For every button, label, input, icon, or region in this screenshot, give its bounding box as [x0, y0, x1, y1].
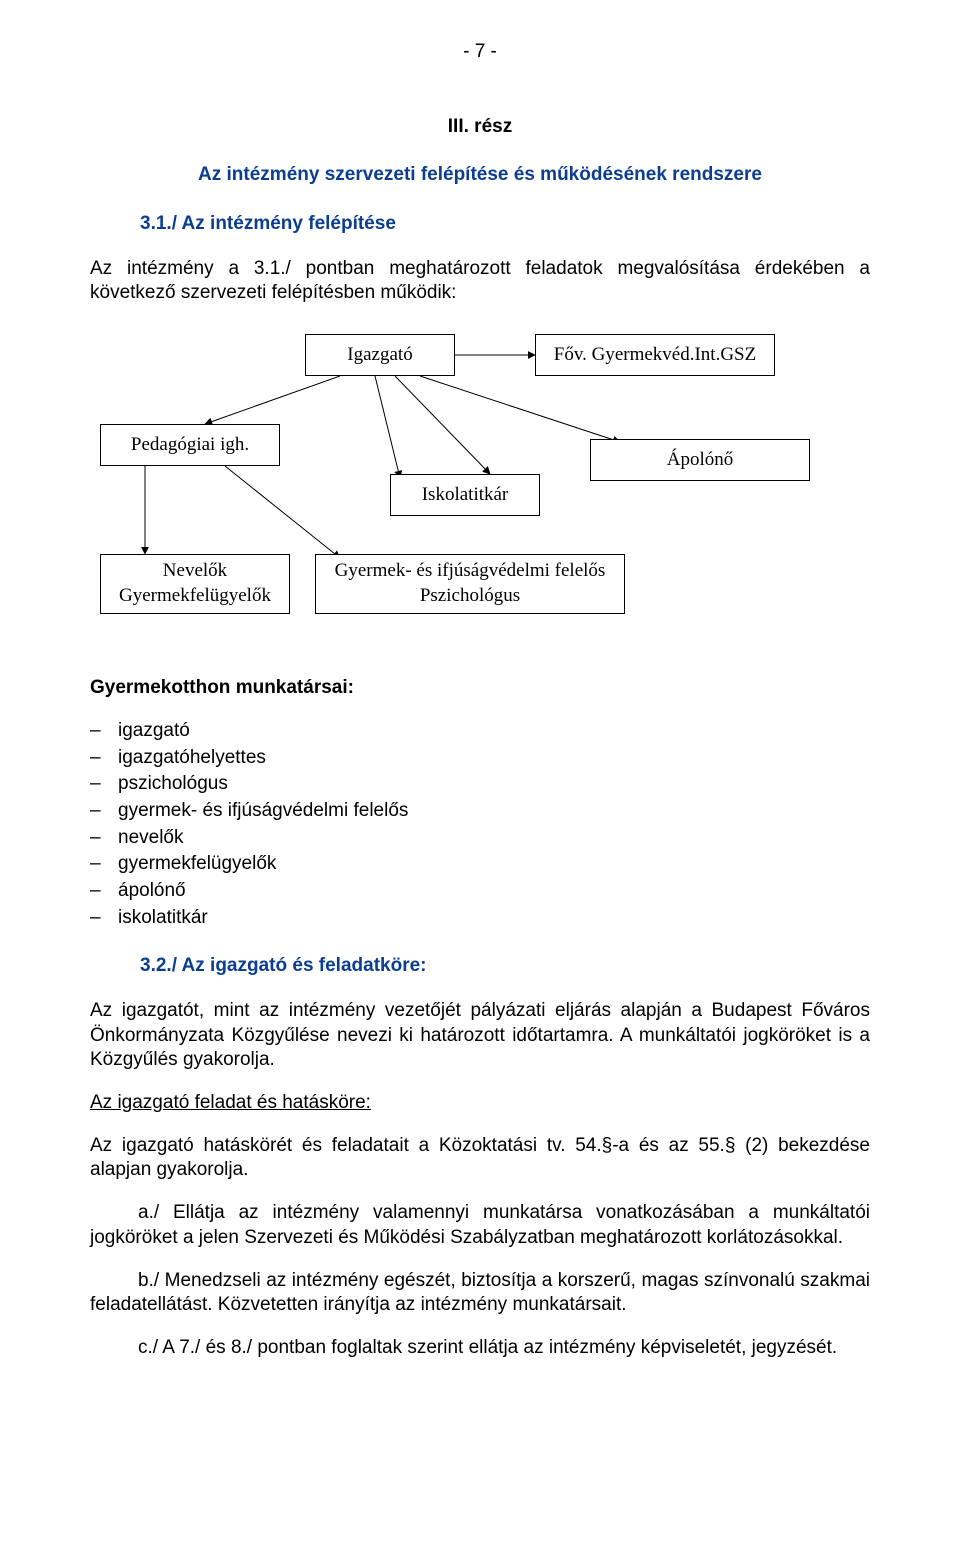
diagram-node-nevelok: Nevelők Gyermekfelügyelők [100, 554, 290, 614]
section-3-2-heading: 3.2./ Az igazgató és feladatköre: [140, 954, 870, 979]
list-item-text: ápolónő [118, 879, 870, 904]
list-item-text: igazgató [118, 719, 870, 744]
diagram-node-iskolat: Iskolatitkár [390, 474, 540, 516]
para-scope-law: Az igazgató hatáskörét és feladatait a K… [90, 1134, 870, 1183]
list-dash-icon: – [90, 826, 118, 851]
diagram-node-fov: Főv. Gyermekvéd.Int.GSZ [535, 334, 775, 376]
diagram-node-pedag: Pedagógiai igh. [100, 424, 280, 466]
para-a: a./ Ellátja az intézmény valamennyi munk… [90, 1201, 870, 1250]
list-item: –nevelők [90, 826, 870, 851]
para-3-2-appointment: Az igazgatót, mint az intézmény vezetőjé… [90, 999, 870, 1073]
org-chart-diagram: Igazgató Főv. Gyermekvéd.Int.GSZ Pedagógia… [90, 324, 870, 664]
list-dash-icon: – [90, 772, 118, 797]
list-item-text: igazgatóhelyettes [118, 746, 870, 771]
list-dash-icon: – [90, 906, 118, 931]
list-item: –iskolatitkár [90, 906, 870, 931]
list-item: –pszichológus [90, 772, 870, 797]
staff-heading: Gyermekotthon munkatársai: [90, 676, 870, 701]
diagram-edge [375, 376, 400, 478]
list-item-text: nevelők [118, 826, 870, 851]
para-c: c./ A 7./ és 8./ pontban foglaltak szeri… [90, 1336, 870, 1361]
section-3-1-heading: 3.1./ Az intézmény felépítése [140, 212, 870, 237]
list-dash-icon: – [90, 879, 118, 904]
list-item: –igazgató [90, 719, 870, 744]
list-item-text: pszichológus [118, 772, 870, 797]
list-item: –igazgatóhelyettes [90, 746, 870, 771]
diagram-node-apolono: Ápolónő [590, 439, 810, 481]
list-dash-icon: – [90, 799, 118, 824]
para-b: b./ Menedzseli az intézmény egészét, biz… [90, 1269, 870, 1318]
diagram-edge [395, 376, 490, 474]
list-dash-icon: – [90, 852, 118, 877]
intro-paragraph: Az intézmény a 3.1./ pontban meghatározo… [90, 257, 870, 306]
list-dash-icon: – [90, 746, 118, 771]
list-item-text: gyermekfelügyelők [118, 852, 870, 877]
staff-list: –igazgató–igazgatóhelyettes–pszichológus… [90, 719, 870, 931]
part-title: III. rész [90, 115, 870, 140]
list-dash-icon: – [90, 719, 118, 744]
list-item-text: gyermek- és ifjúságvédelmi felelős [118, 799, 870, 824]
list-item: –gyermekfelügyelők [90, 852, 870, 877]
page: - 7 - III. rész Az intézmény szervezeti … [0, 0, 960, 1545]
document-subtitle: Az intézmény szervezeti felépítése és mű… [90, 163, 870, 188]
list-item: –gyermek- és ifjúságvédelmi felelős [90, 799, 870, 824]
page-number: - 7 - [90, 40, 870, 65]
diagram-edge [205, 376, 340, 424]
list-item: –ápolónő [90, 879, 870, 904]
diagram-node-igazgato: Igazgató [305, 334, 455, 376]
diagram-edge [225, 466, 340, 558]
scope-heading: Az igazgató feladat és hatásköre: [90, 1091, 870, 1116]
list-item-text: iskolatitkár [118, 906, 870, 931]
diagram-node-gyermekifj: Gyermek- és ifjúságvédelmi felelős Pszic… [315, 554, 625, 614]
